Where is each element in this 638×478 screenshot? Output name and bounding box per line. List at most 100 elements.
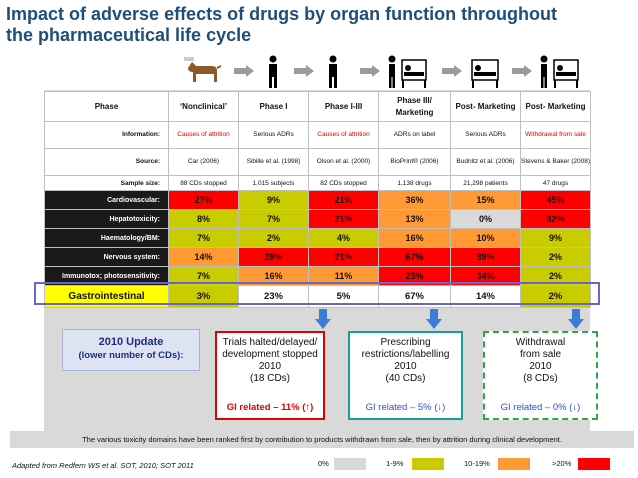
patient-in-bed-icon bbox=[540, 55, 579, 88]
sample-size-cell: 47 drugs bbox=[520, 175, 591, 191]
row-label: Immunotox; photosensitivity: bbox=[44, 266, 169, 286]
outcome-line: restrictions/labelling bbox=[361, 349, 450, 360]
outcome-line: 2010 bbox=[258, 361, 282, 372]
row-label: Haematology/BM: bbox=[44, 228, 169, 248]
source-cell: Car (2006) bbox=[168, 148, 239, 176]
toxicity-value-cell: 2% bbox=[520, 247, 591, 267]
toxicity-value-cell: 8% bbox=[168, 209, 239, 229]
toxicity-table-body: Phase ‘Nonclinical’ Phase I Phase I-III … bbox=[44, 91, 591, 308]
down-arrow-icon bbox=[568, 309, 584, 329]
source-cell: Olson et al. (2000) bbox=[308, 148, 379, 176]
information-row: Information: Causes of attrition Serious… bbox=[44, 121, 591, 149]
gi-value-cell: 67% bbox=[378, 285, 451, 308]
toxicity-table: Phase ‘Nonclinical’ Phase I Phase I-III … bbox=[44, 91, 591, 308]
row-label: Hepatotoxicity: bbox=[44, 209, 169, 229]
outcome-box-withdrawal: Withdrawal from sale 2010 (8 CDs) GI rel… bbox=[483, 331, 598, 420]
toxicity-value-cell: 10% bbox=[450, 228, 521, 248]
title-line-1: Impact of adverse effects of drugs by or… bbox=[6, 4, 558, 24]
outcome-line: Prescribing bbox=[380, 337, 431, 348]
toxicity-value-cell: 34% bbox=[450, 266, 521, 286]
phase-header: Phase I bbox=[238, 91, 309, 122]
gi-value-cell: 23% bbox=[238, 285, 309, 308]
title-line-2: the pharmaceutical life cycle bbox=[6, 25, 252, 45]
toxicity-value-cell: 4% bbox=[308, 228, 379, 248]
gi-value-cell: 2% bbox=[520, 285, 591, 308]
toxicity-row: Hepatotoxicity: 8% 7% 21% 13% 0% 32% bbox=[44, 209, 591, 229]
legend-label: 0% bbox=[318, 459, 329, 468]
legend-label: 1-9% bbox=[386, 459, 404, 468]
page-title: Impact of adverse effects of drugs by or… bbox=[6, 4, 632, 46]
outcome-line: (40 CDs) bbox=[385, 373, 426, 384]
row-label: Information: bbox=[44, 121, 169, 149]
sample-size-row: Sample size: 88 CDs stopped 1,015 subjec… bbox=[44, 175, 591, 191]
life-cycle-icons-row bbox=[160, 52, 600, 92]
legend: 0% 1-9% 10-19% >20% bbox=[300, 456, 634, 472]
sample-size-cell: 1,015 subjects bbox=[238, 175, 309, 191]
arrow-icon bbox=[512, 65, 532, 77]
phase-header: ‘Nonclinical’ bbox=[168, 91, 239, 122]
toxicity-value-cell: 16% bbox=[238, 266, 309, 286]
gi-value-cell: 3% bbox=[168, 285, 239, 308]
toxicity-value-cell: 13% bbox=[378, 209, 451, 229]
toxicity-value-cell: 9% bbox=[520, 228, 591, 248]
arrow-icon bbox=[360, 65, 380, 77]
gi-related-text: GI related – 5% (↓) bbox=[365, 402, 446, 413]
phase-header: Phase III/ Marketing bbox=[378, 91, 451, 122]
legend-swatch bbox=[578, 458, 610, 470]
information-cell: Serious ADRs bbox=[450, 121, 521, 149]
arrow-icon bbox=[294, 65, 314, 77]
legend-label: 10-19% bbox=[464, 459, 490, 468]
toxicity-value-cell: 39% bbox=[450, 247, 521, 267]
update-2010-box: 2010 Update (lower number of CDs): bbox=[62, 329, 200, 371]
toxicity-value-cell: 2% bbox=[238, 228, 309, 248]
sample-size-cell: 82 CDs stopped bbox=[308, 175, 379, 191]
person-icon bbox=[269, 55, 277, 88]
row-label: Sample size: bbox=[44, 175, 169, 191]
update-title: 2010 Update bbox=[98, 336, 164, 348]
patient-in-bed-icon bbox=[388, 55, 427, 88]
information-cell: Withdrawal from sale bbox=[520, 121, 591, 149]
toxicity-value-cell: 21% bbox=[308, 209, 379, 229]
toxicity-value-cell: 36% bbox=[378, 190, 451, 210]
toxicity-value-cell: 2% bbox=[520, 266, 591, 286]
arrow-icon bbox=[442, 65, 462, 77]
toxicity-value-cell: 7% bbox=[168, 228, 239, 248]
legend-label: >20% bbox=[552, 459, 572, 468]
toxicity-value-cell: 67% bbox=[378, 247, 451, 267]
phase-header: Post- Marketing bbox=[450, 91, 521, 122]
source-row: Source: Car (2006) Sibille et al. (1998)… bbox=[44, 148, 591, 176]
phase-header: Phase I-III bbox=[308, 91, 379, 122]
toxicity-value-cell: 28% bbox=[238, 247, 309, 267]
source-cell: Budnitz et al. (2006) bbox=[450, 148, 521, 176]
toxicity-value-cell: 32% bbox=[520, 209, 591, 229]
gi-related-text: GI related – 11% (↑) bbox=[226, 402, 314, 413]
row-label: Nervous system: bbox=[44, 247, 169, 267]
arrow-icon bbox=[234, 65, 254, 77]
outcome-line: Trials halted/delayed/ bbox=[222, 337, 318, 348]
toxicity-value-cell: 0% bbox=[450, 209, 521, 229]
outcome-line: development stopped bbox=[222, 349, 318, 360]
outcome-line: from sale bbox=[519, 349, 562, 360]
legend-swatch bbox=[334, 458, 366, 470]
source-cell: Sibille et al. (1998) bbox=[238, 148, 309, 176]
patient-in-bed-icon bbox=[471, 59, 499, 88]
outcome-box-trials-halted: Trials halted/delayed/ development stopp… bbox=[215, 331, 325, 420]
sample-size-cell: 88 CDs stopped bbox=[168, 175, 239, 191]
toxicity-row: Nervous system: 14% 28% 21% 67% 39% 2% bbox=[44, 247, 591, 267]
dog-icon bbox=[184, 57, 222, 82]
toxicity-value-cell: 45% bbox=[520, 190, 591, 210]
outcome-line: 2010 bbox=[394, 361, 417, 372]
gastrointestinal-highlight-frame bbox=[34, 282, 600, 305]
toxicity-row: Cardiovascular: 27% 9% 21% 36% 15% 45% bbox=[44, 190, 591, 210]
toxicity-value-cell: 21% bbox=[308, 247, 379, 267]
information-cell: Serious ADRs bbox=[238, 121, 309, 149]
information-cell: ADRs on label bbox=[378, 121, 451, 149]
outcome-line: (8 CDs) bbox=[523, 373, 558, 384]
gi-related-text: GI related – 0% (↓) bbox=[500, 402, 581, 413]
row-label: Cardiovascular: bbox=[44, 190, 169, 210]
gi-value-cell: 14% bbox=[450, 285, 521, 308]
outcome-box-prescribing-restrictions: Prescribing restrictions/labelling 2010 … bbox=[348, 331, 463, 420]
gastrointestinal-label: Gastrointestinal bbox=[44, 285, 169, 308]
source-note: Adapted from Redfern WS et al. SOT, 2010… bbox=[12, 461, 194, 470]
legend-swatch bbox=[498, 458, 530, 470]
